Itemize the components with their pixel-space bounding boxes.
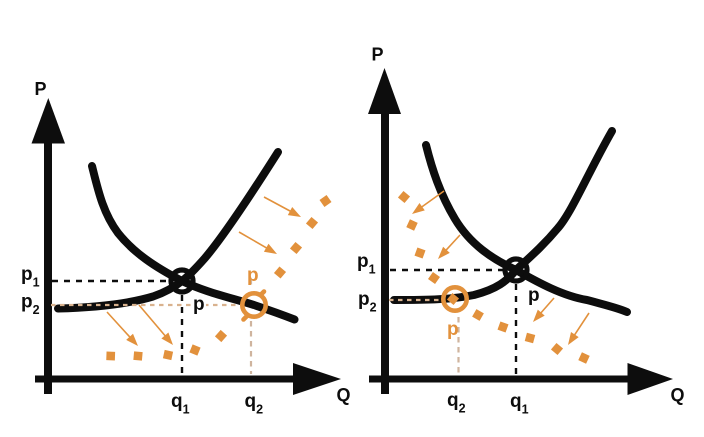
svg-text:p: p (528, 285, 540, 306)
svg-text:p: p (247, 265, 259, 286)
svg-text:p: p (193, 294, 205, 315)
svg-text:Q: Q (337, 385, 351, 405)
svg-text:P: P (35, 79, 47, 99)
svg-text:Q: Q (671, 385, 685, 405)
svg-text:p: p (447, 319, 459, 340)
svg-text:P: P (372, 45, 384, 65)
